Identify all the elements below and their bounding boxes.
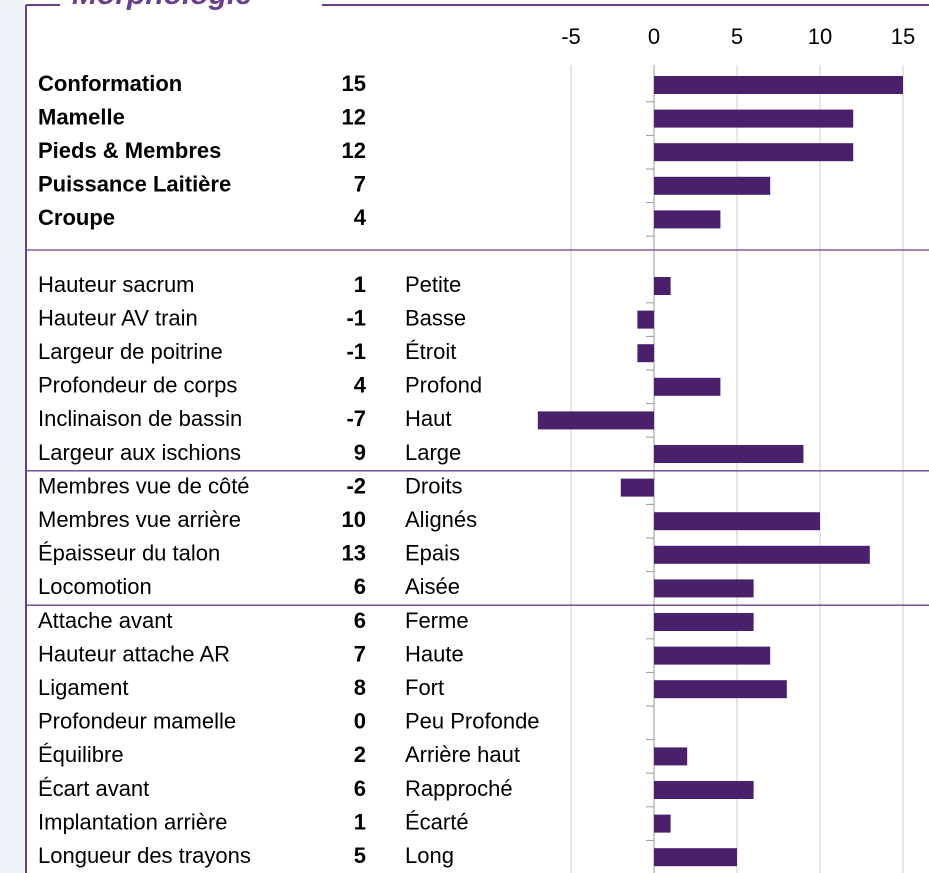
row-label: Inclinaison de bassin <box>38 406 242 431</box>
row-label: Attache avant <box>38 608 173 633</box>
row-label: Profondeur de corps <box>38 373 237 398</box>
row-value: 5 <box>354 843 366 868</box>
row-label: Écart avant <box>38 776 149 801</box>
row-description: Basse <box>405 305 466 330</box>
row-description: Étroit <box>405 339 456 364</box>
title: Morphologie <box>72 0 252 11</box>
bar <box>654 277 671 295</box>
bar <box>637 344 654 363</box>
row-description: Epais <box>405 541 460 566</box>
row-value: 12 <box>342 104 366 129</box>
bar <box>654 545 870 564</box>
row-description: Alignés <box>405 507 477 532</box>
row-value: 15 <box>342 71 366 96</box>
row-value: 12 <box>342 138 366 163</box>
row-description: Ferme <box>405 608 469 633</box>
bar <box>654 512 820 531</box>
row-description: Peu Profonde <box>405 709 540 734</box>
bar <box>654 579 754 598</box>
row-value: 1 <box>354 272 366 297</box>
bar <box>654 176 771 195</box>
row-label: Profondeur mamelle <box>38 709 236 734</box>
row-label: Hauteur attache AR <box>38 641 230 666</box>
row-description: Profond <box>405 373 482 398</box>
x-tick-label: -5 <box>561 24 581 49</box>
row-label: Largeur aux ischions <box>38 440 241 465</box>
row-value: 1 <box>354 809 366 834</box>
bar <box>654 646 771 665</box>
bar <box>637 310 654 329</box>
row-label: Mamelle <box>38 104 125 129</box>
row-value: 2 <box>354 742 366 767</box>
row-label: Équilibre <box>38 742 124 767</box>
bar <box>620 478 654 497</box>
row-value: 6 <box>354 608 366 633</box>
row-label: Épaisseur du talon <box>38 541 220 566</box>
row-label: Membres vue de côté <box>38 473 250 498</box>
row-description: Droits <box>405 473 462 498</box>
x-tick-label: 15 <box>891 24 915 49</box>
row-description: Rapproché <box>405 776 513 801</box>
row-description: Petite <box>405 272 461 297</box>
bar <box>654 814 671 833</box>
row-value: -2 <box>346 473 366 498</box>
row-value: 4 <box>354 205 367 230</box>
row-description: Large <box>405 440 461 465</box>
row-label: Membres vue arrière <box>38 507 241 532</box>
row-label: Croupe <box>38 205 115 230</box>
row-value: -1 <box>346 305 366 330</box>
bar <box>654 747 688 766</box>
row-value: 6 <box>354 776 366 801</box>
row-value: 4 <box>354 373 367 398</box>
row-label: Locomotion <box>38 574 152 599</box>
row-value: 6 <box>354 574 366 599</box>
row-description: Aisée <box>405 574 460 599</box>
row-description: Haute <box>405 641 464 666</box>
row-value: 10 <box>342 507 366 532</box>
row-label: Longueur des trayons <box>38 843 251 868</box>
row-value: -7 <box>346 406 366 431</box>
row-value: 0 <box>354 709 366 734</box>
x-tick-label: 10 <box>808 24 832 49</box>
row-value: 9 <box>354 440 366 465</box>
row-description: Arrière haut <box>405 742 520 767</box>
row-value: 7 <box>354 641 366 666</box>
row-label: Conformation <box>38 71 182 96</box>
bar <box>654 109 854 128</box>
bar <box>654 210 721 229</box>
row-label: Implantation arrière <box>38 809 228 834</box>
bar <box>654 680 787 699</box>
row-value: 7 <box>354 172 366 197</box>
margin <box>0 0 25 873</box>
row-label: Puissance Laitière <box>38 172 231 197</box>
x-tick-label: 5 <box>731 24 743 49</box>
bar <box>654 143 854 162</box>
row-value: 13 <box>342 541 366 566</box>
bar <box>654 613 754 631</box>
row-value: 8 <box>354 675 366 700</box>
row-label: Pieds & Membres <box>38 138 221 163</box>
bar <box>654 848 737 867</box>
bar <box>654 781 754 799</box>
row-description: Fort <box>405 675 444 700</box>
row-label: Hauteur AV train <box>38 305 198 330</box>
bar <box>654 76 903 94</box>
bar <box>654 445 804 463</box>
row-label: Hauteur sacrum <box>38 272 195 297</box>
row-description: Long <box>405 843 454 868</box>
row-label: Largeur de poitrine <box>38 339 223 364</box>
row-value: -1 <box>346 339 366 364</box>
bar <box>654 377 721 396</box>
row-label: Ligament <box>38 675 129 700</box>
x-tick-label: 0 <box>648 24 660 49</box>
row-description: Haut <box>405 406 451 431</box>
row-description: Écarté <box>405 809 469 834</box>
bar <box>537 411 654 430</box>
